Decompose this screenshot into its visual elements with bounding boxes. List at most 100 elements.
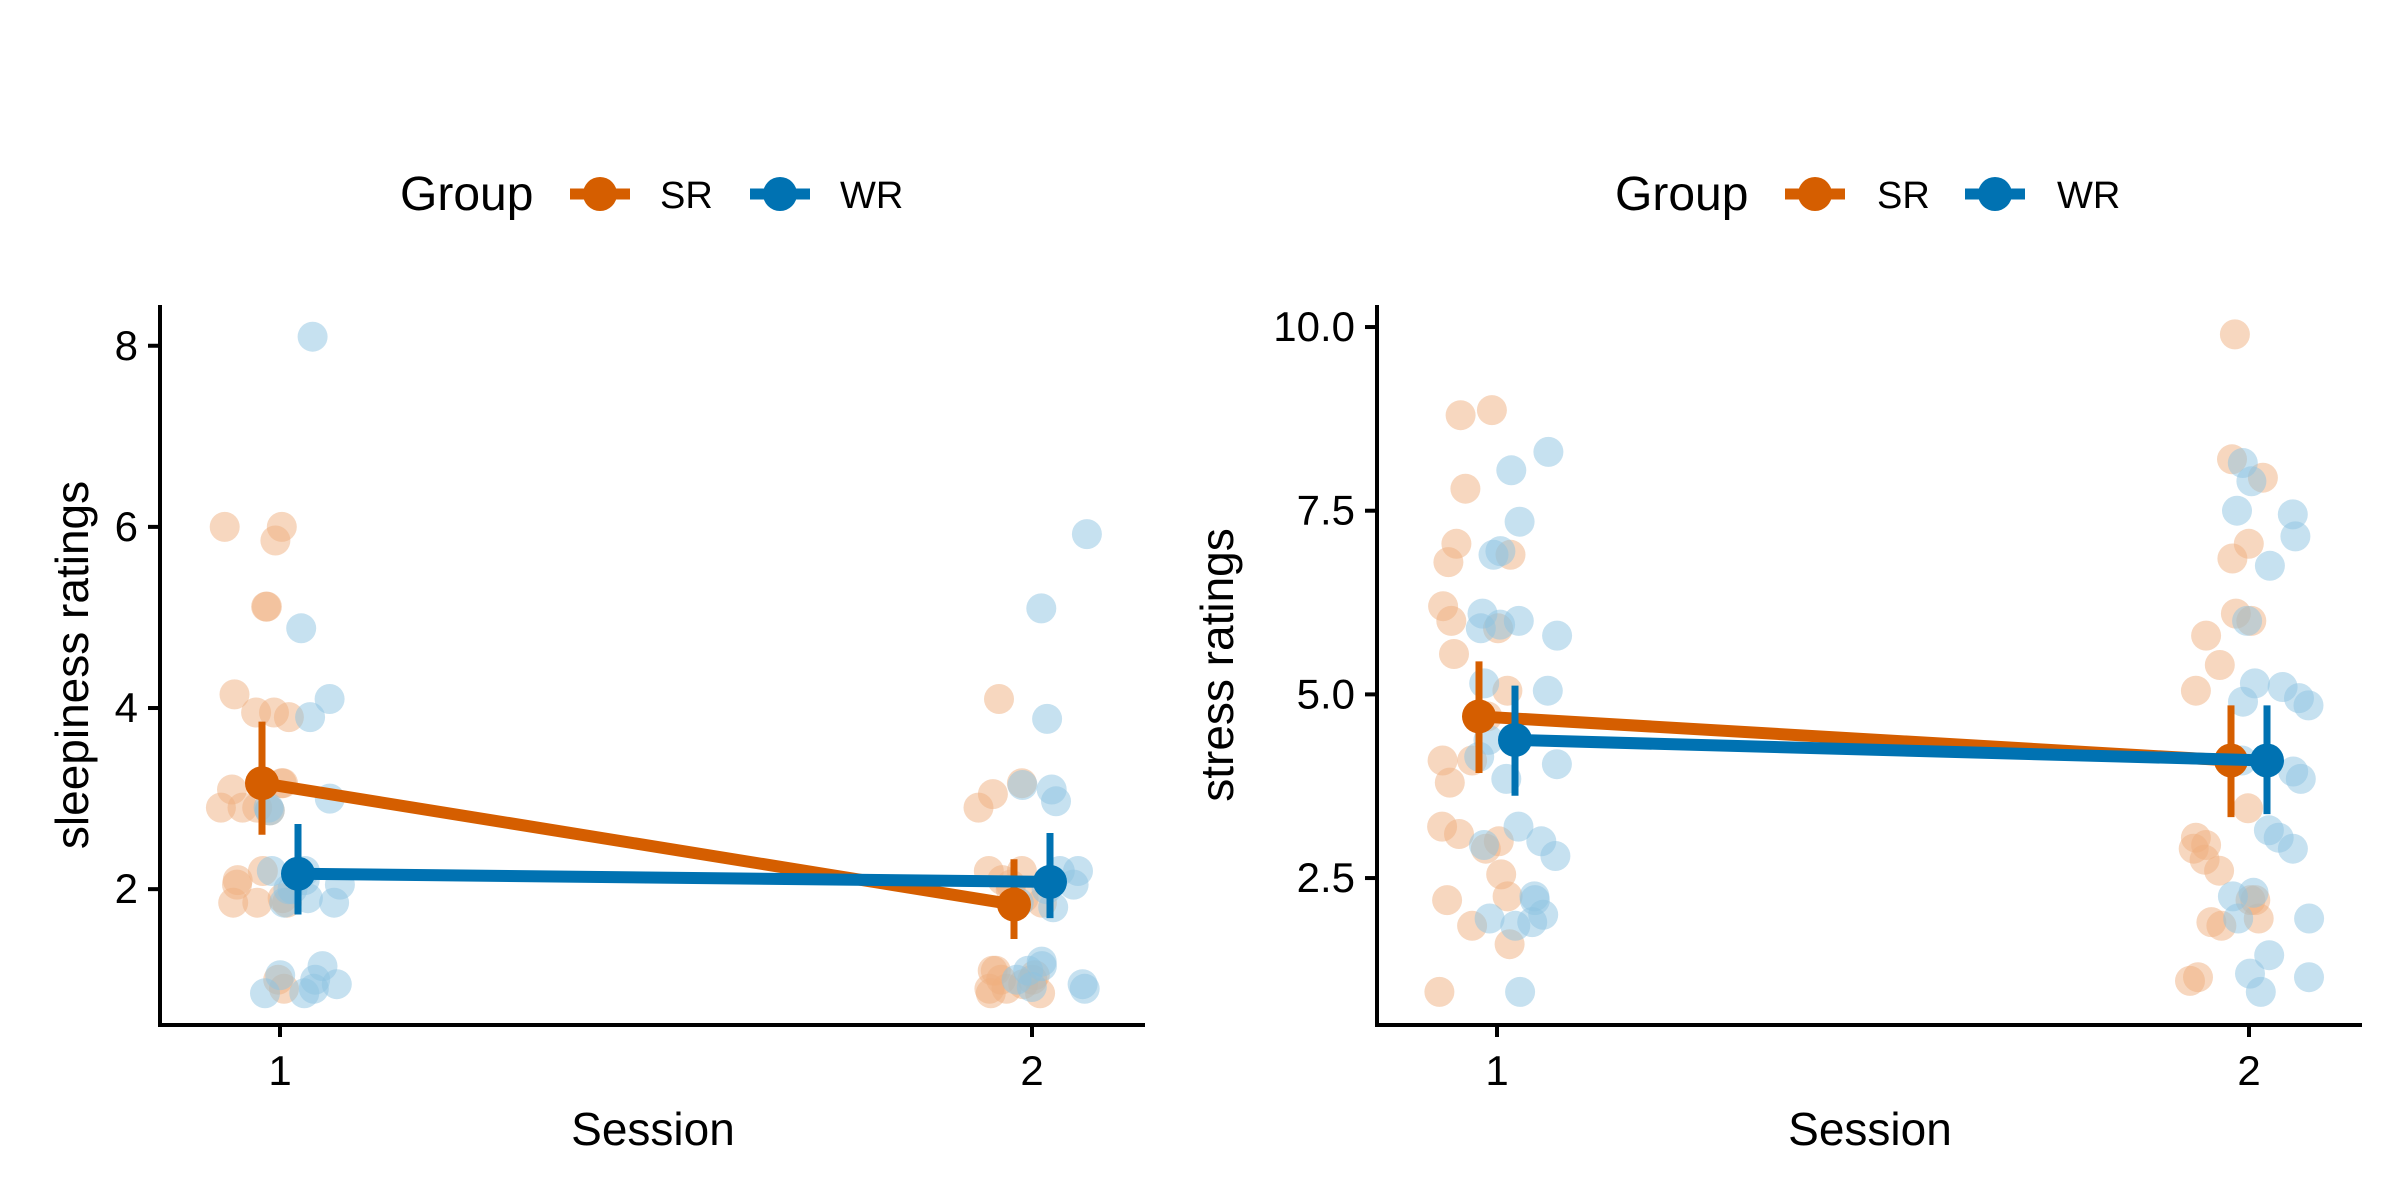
y-tick-label: 2.5 [1297,854,1355,901]
data-point-wr [321,969,352,1000]
data-point-wr [1540,841,1571,871]
y-tick-label: 8 [115,322,138,369]
data-point-sr [1434,767,1465,798]
data-point-sr [260,525,291,556]
data-point-wr [2254,940,2285,971]
data-point-wr [1541,749,1572,780]
data-point-sr [251,591,282,622]
y-axis-label: stress ratings [1191,528,1243,802]
data-point-sr [2219,319,2250,350]
data-point-wr [2228,686,2258,717]
data-point-wr [1496,455,1527,486]
data-point-wr [1041,786,1071,817]
legend-label-sr: SR [660,175,713,217]
data-point-wr [1069,973,1100,1004]
y-tick-label: 4 [115,684,138,731]
x-tick-label: 1 [268,1047,291,1094]
points-layer [205,321,1102,1009]
data-point-sr [1432,885,1463,916]
data-point-wr [1474,903,1505,934]
data-point-wr [2293,690,2324,721]
data-point-sr [219,679,250,710]
y-axis-label: sleepiness ratings [46,481,98,849]
data-point-wr [2280,521,2311,552]
data-point-sr [1424,976,1455,1007]
data-point-wr [286,613,317,644]
x-axis-label: Session [1788,1103,1952,1155]
mean-point-sr [997,887,1031,922]
legend-title: Group [400,168,533,221]
mean-point-wr [1033,864,1067,899]
data-point-wr [2285,763,2316,794]
data-point-sr [2175,965,2205,996]
data-point-sr [2191,620,2222,651]
y-ticks: 2.5 5.0 7.5 10.0 [1273,303,1377,901]
mean-point-wr [1498,722,1532,757]
data-point-wr [2245,976,2276,1007]
data-point-sr [2204,650,2235,680]
legend-key-dot-wr [763,177,797,211]
y-tick-label: 2 [115,865,138,912]
data-point-wr [1503,811,1534,842]
legend-key-dot-sr [583,177,617,211]
data-point-wr [2294,962,2324,993]
data-point-sr [1433,547,1464,578]
data-point-wr [1016,972,1047,1002]
data-point-wr [319,887,350,918]
mean-point-sr [1462,699,1496,734]
x-axis-label: Session [571,1103,735,1155]
data-point-wr [289,978,320,1009]
mean-point-wr [281,856,315,891]
mean-point-wr [2250,743,2284,778]
data-point-sr [205,792,236,823]
data-point-sr [1445,400,1476,431]
y-ticks: 2 4 6 8 [115,322,160,912]
points-layer [1424,319,2325,1007]
data-point-sr [963,792,994,823]
data-point-wr [2254,550,2285,581]
legend-label-wr: WR [2057,175,2120,217]
data-point-wr [1026,593,1057,624]
data-point-sr [209,511,240,542]
legend-label-wr: WR [840,175,903,217]
data-point-sr [975,978,1006,1009]
data-point-wr [1007,770,1038,800]
data-point-wr [295,702,326,733]
legend-title: Group [1615,168,1748,221]
data-point-sr [1450,473,1481,504]
legend-label-sr: SR [1877,175,1930,217]
data-point-wr [1533,436,1564,467]
data-point-sr [1444,819,1474,849]
data-point-sr [273,702,304,733]
data-point-wr [269,887,300,918]
series-line-wr [1514,733,2268,767]
data-point-sr [2204,855,2235,886]
y-tick-label: 6 [115,503,138,550]
data-point-wr [1504,506,1535,537]
data-point-sr [2243,903,2274,934]
y-tick-label: 5.0 [1297,670,1355,717]
data-point-wr [2232,605,2263,636]
data-point-wr [1032,703,1063,734]
data-point-wr [1469,668,1500,699]
series-line-sr [261,777,1015,911]
data-point-sr [2180,675,2211,706]
series-line-wr [297,867,1051,888]
legend-key-dot-wr [1978,177,2012,211]
legend-panel-2: Group SR WR [1615,168,2120,221]
data-point-wr [314,684,345,714]
data-point-sr [241,697,272,728]
data-point-sr [984,684,1014,714]
summary-layer [245,721,1067,939]
legend-key-dot-sr [1798,177,1832,211]
data-point-wr [2277,499,2308,530]
data-point-sr [1476,395,1507,426]
data-point-sr [1436,605,1467,636]
data-point-wr [1071,519,1102,550]
data-point-wr [2277,833,2308,864]
